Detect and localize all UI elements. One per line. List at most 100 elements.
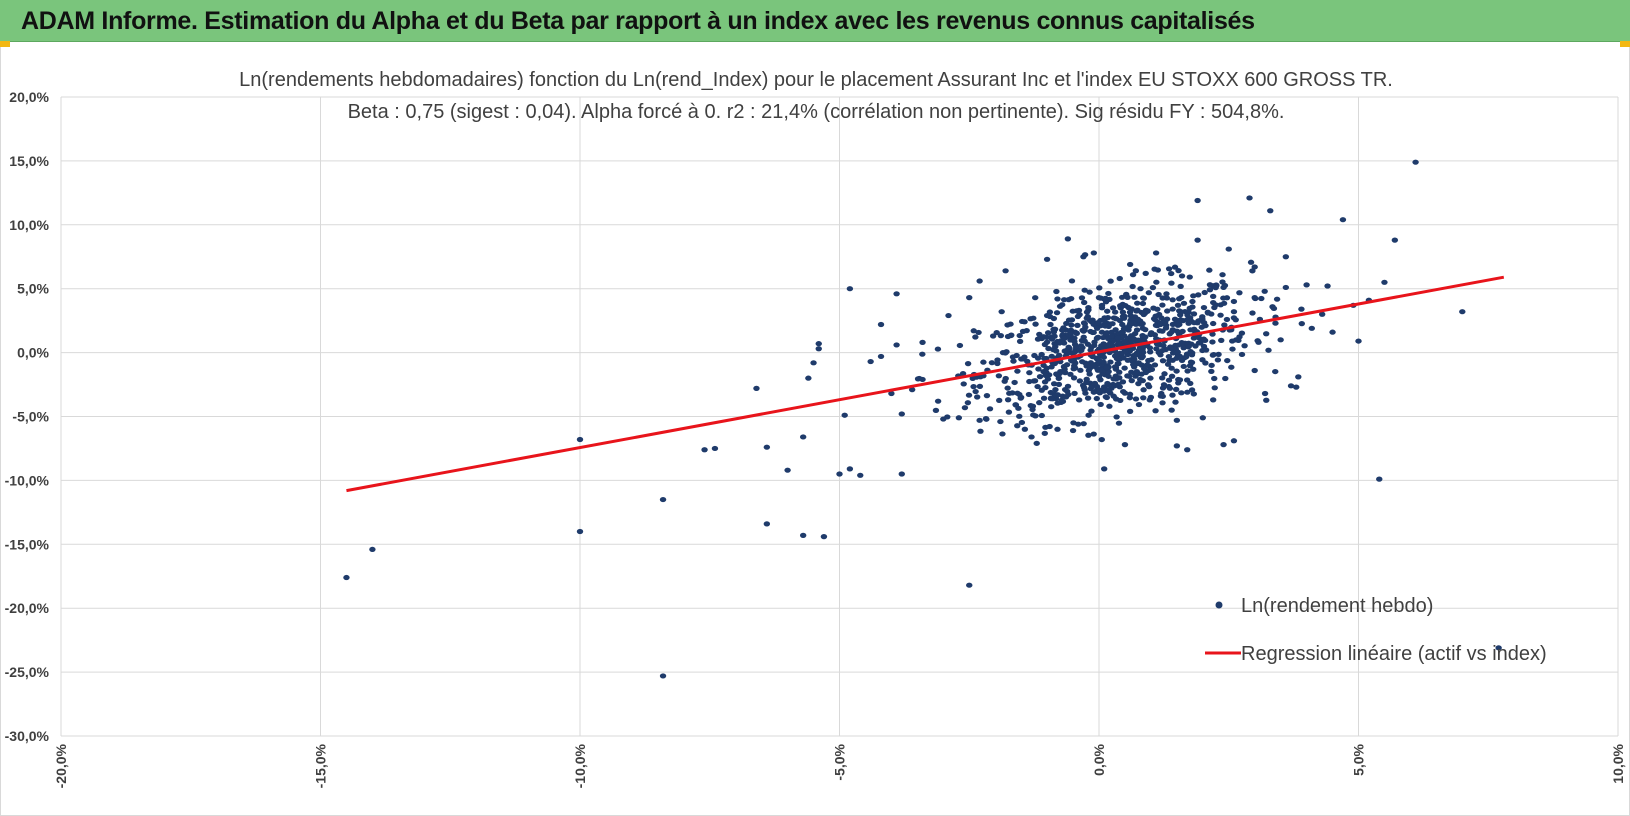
data-point: [1318, 311, 1326, 317]
data-point: [1180, 363, 1187, 370]
data-point: [1145, 357, 1152, 364]
data-point: [1112, 327, 1119, 333]
data-point: [1168, 407, 1175, 413]
data-point: [1087, 347, 1094, 353]
data-point: [1189, 366, 1197, 372]
data-point: [1016, 338, 1024, 344]
data-point: [1061, 335, 1068, 342]
data-point: [1160, 343, 1167, 349]
data-point: [1004, 322, 1011, 328]
corner-handle-top-right[interactable]: [1620, 41, 1630, 47]
data-point: [997, 418, 1004, 425]
data-point: [1230, 298, 1238, 305]
data-point: [1084, 395, 1092, 401]
data-point: [1184, 447, 1191, 453]
data-point: [1104, 308, 1111, 314]
data-point: [846, 466, 854, 472]
data-point: [980, 359, 987, 365]
data-point: [1090, 431, 1097, 437]
data-point: [1111, 309, 1119, 315]
data-point: [1112, 364, 1120, 370]
data-point: [1124, 357, 1132, 363]
data-point: [1142, 369, 1150, 376]
data-point: [1133, 369, 1141, 375]
data-point: [995, 373, 1003, 379]
data-point: [1127, 313, 1135, 319]
data-point: [1074, 313, 1082, 320]
data-point: [1122, 349, 1129, 355]
data-point: [1130, 336, 1137, 342]
data-point: [1107, 278, 1114, 284]
data-point: [1173, 417, 1181, 423]
data-point: [1119, 309, 1127, 315]
data-point: [1255, 339, 1262, 345]
data-point: [1027, 316, 1034, 322]
data-point: [1169, 392, 1176, 398]
data-point: [1202, 360, 1209, 366]
data-point: [1129, 272, 1137, 278]
data-point: [1103, 365, 1110, 371]
data-point: [1115, 339, 1123, 345]
data-point: [1190, 311, 1198, 317]
data-point: [1021, 319, 1028, 325]
legend-scatter-label: Ln(rendement hebdo): [1241, 595, 1433, 617]
data-point: [1277, 337, 1284, 343]
data-point: [1009, 390, 1016, 396]
data-point: [1031, 378, 1039, 384]
data-point: [1043, 365, 1050, 371]
data-point: [815, 346, 822, 352]
data-point: [1038, 412, 1045, 419]
data-point: [1176, 353, 1183, 359]
data-point: [1117, 350, 1124, 356]
data-point: [1140, 387, 1147, 393]
data-point: [893, 342, 900, 348]
data-point: [976, 417, 983, 423]
data-point: [1459, 309, 1466, 315]
data-point: [1166, 385, 1174, 391]
data-point: [1164, 361, 1172, 367]
data-point: [1046, 309, 1054, 315]
corner-handle-top-left[interactable]: [0, 41, 10, 47]
data-point: [1003, 349, 1010, 355]
data-point: [1024, 358, 1031, 364]
data-point: [898, 471, 905, 477]
data-point: [1027, 402, 1034, 409]
data-point: [1131, 330, 1139, 337]
data-point: [1079, 327, 1086, 333]
data-point: [1209, 320, 1217, 327]
data-point: [1215, 351, 1222, 357]
data-point: [1096, 285, 1103, 291]
report-header: ADAM Informe. Estimation du Alpha et du …: [0, 0, 1630, 42]
data-point: [1186, 274, 1193, 280]
data-point: [1062, 370, 1069, 376]
data-point: [1005, 409, 1013, 415]
data-point: [1195, 292, 1202, 298]
data-point: [1210, 299, 1217, 306]
data-point: [1159, 295, 1166, 301]
y-tick-label: 20,0%: [9, 89, 49, 105]
data-point: [932, 407, 940, 413]
data-point: [1076, 378, 1084, 384]
data-point: [1056, 340, 1063, 346]
data-point: [1036, 374, 1044, 380]
data-point: [1293, 384, 1300, 390]
data-point: [1126, 391, 1134, 397]
x-tick-label: -5,0%: [832, 743, 848, 780]
data-point: [1073, 330, 1080, 336]
data-point: [983, 393, 991, 399]
data-point: [1070, 420, 1077, 426]
y-tick-label: -30,0%: [5, 728, 50, 744]
data-point: [1004, 385, 1011, 391]
data-point: [1171, 264, 1179, 270]
data-point: [810, 360, 817, 366]
data-point: [1178, 357, 1186, 363]
data-point: [763, 444, 771, 450]
data-point: [1152, 408, 1159, 414]
data-point: [1308, 325, 1315, 331]
data-point: [1131, 294, 1138, 300]
data-point: [1168, 280, 1175, 286]
data-point: [1258, 295, 1265, 302]
data-point: [1295, 374, 1302, 380]
data-point: [1261, 390, 1269, 397]
data-point: [1174, 349, 1182, 355]
